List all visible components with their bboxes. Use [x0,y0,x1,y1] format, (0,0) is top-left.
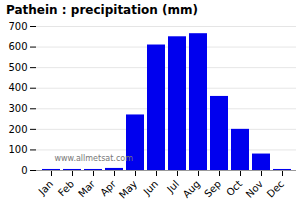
svg-text:Jan: Jan [36,178,55,197]
svg-text:www.allmetsat.com: www.allmetsat.com [55,154,134,163]
svg-text:500: 500 [8,62,27,73]
svg-text:Apr: Apr [98,178,119,199]
svg-text:Oct: Oct [224,178,244,198]
svg-text:200: 200 [8,124,27,135]
svg-text:300: 300 [8,103,27,114]
svg-text:May: May [117,178,139,200]
svg-text:400: 400 [8,82,27,93]
svg-text:Jun: Jun [141,178,161,198]
svg-text:Sep: Sep [202,178,223,199]
svg-text:Dec: Dec [265,178,286,199]
svg-text:0: 0 [21,165,27,176]
svg-text:Nov: Nov [244,178,266,200]
svg-text:Jul: Jul [164,178,181,195]
svg-text:Feb: Feb [56,178,76,198]
svg-text:Mar: Mar [76,178,98,200]
svg-text:700: 700 [8,21,27,32]
html-text:Pathein : precipitation (mm): Pathein : precipitation (mm) [6,3,198,17]
svg-text:100: 100 [8,144,27,155]
svg-text:Aug: Aug [181,178,203,200]
svg-text:600: 600 [8,41,27,52]
